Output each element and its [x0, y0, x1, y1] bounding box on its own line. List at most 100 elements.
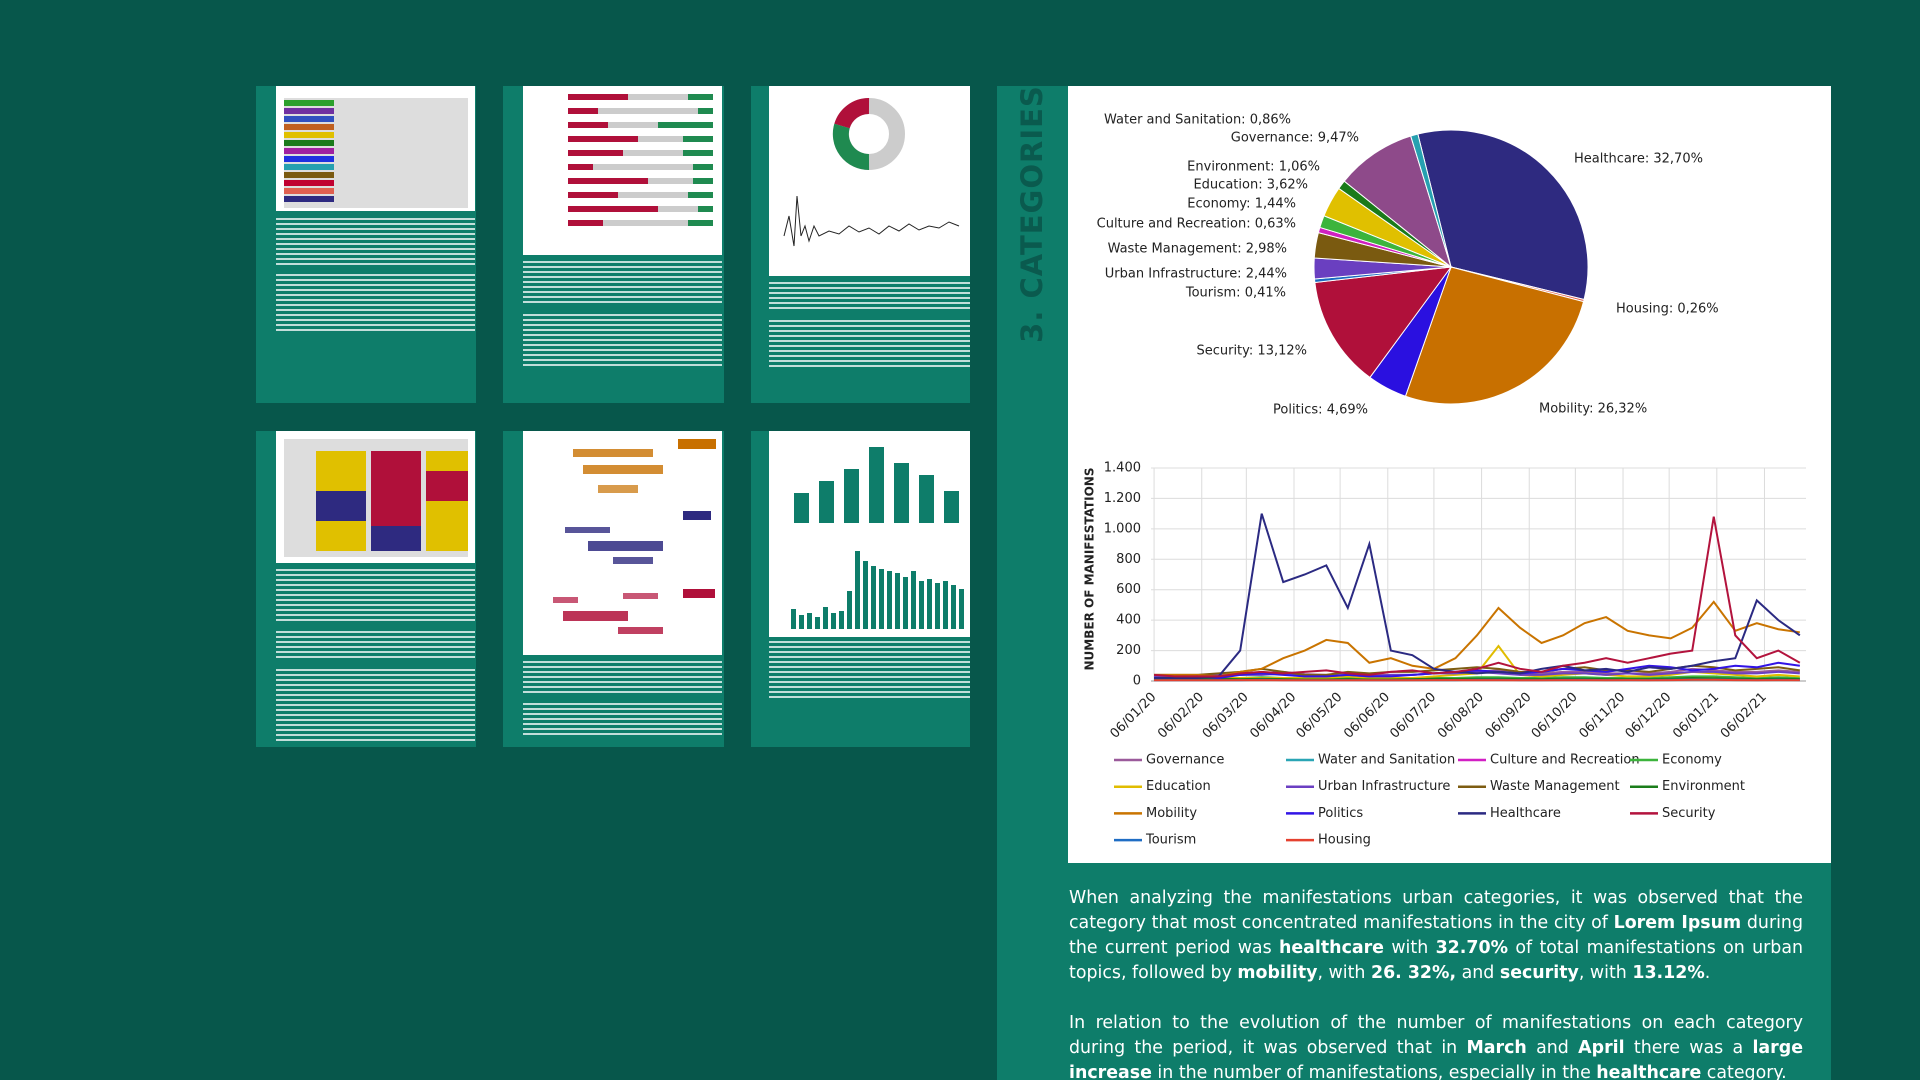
- slice-label: Economy: 1,44%: [1187, 197, 1296, 212]
- donut: [832, 97, 905, 171]
- series-line: [1154, 676, 1800, 681]
- text-run: When analyzing the manifestations urban …: [1069, 888, 1803, 933]
- thumbnail-text: [276, 274, 475, 331]
- slice-label: Healthcare: 32,70%: [1574, 152, 1703, 167]
- x-tick-label: 06/12/20: [1623, 690, 1675, 742]
- text-run: In relation to the evolution of the numb…: [1069, 1013, 1803, 1058]
- slice-label: Education: 3,62%: [1193, 178, 1308, 193]
- series-line: [1154, 516, 1801, 678]
- text-run: of total manifestations on urban topics,…: [1069, 938, 1803, 983]
- legend-label: Water and Sanitation: [1318, 753, 1455, 768]
- bold-text: healthcare: [1596, 1063, 1702, 1080]
- slice-label: Security: 13,12%: [1196, 344, 1307, 359]
- slice-label: Environment: 1,06%: [1187, 160, 1320, 175]
- thumbnail-text: [276, 631, 475, 661]
- legend-label: Urban Infrastructure: [1318, 779, 1450, 794]
- thumbnail-card[interactable]: [751, 431, 970, 747]
- thumbnail-text: [769, 320, 970, 368]
- pie-slice: [1314, 266, 1453, 379]
- trend-table: [284, 439, 468, 557]
- bold-text: March: [1466, 1038, 1527, 1058]
- bold-text: 32.70%: [1435, 938, 1509, 958]
- y-tick-label: 1.200: [1104, 491, 1141, 506]
- text-run: with: [1383, 938, 1436, 958]
- pie-slice: [1417, 129, 1589, 301]
- y-tick-label: 1.400: [1104, 461, 1141, 476]
- x-tick-label: 06/11/20: [1576, 690, 1628, 742]
- y-tick-label: 800: [1116, 552, 1141, 567]
- thumbnail-card[interactable]: [256, 431, 476, 747]
- text-run: during the current period was: [1069, 913, 1803, 958]
- thumbnail-card[interactable]: [751, 86, 970, 403]
- bold-text: security: [1499, 963, 1579, 983]
- legend-label: Environment: [1662, 779, 1745, 794]
- bold-text: 26. 32%,: [1370, 963, 1457, 983]
- text-run: and: [1526, 1038, 1579, 1058]
- legend-label: Healthcare: [1490, 806, 1561, 821]
- pie-slice: [1343, 135, 1452, 269]
- thumbnail-text: [276, 218, 475, 268]
- paragraph: When analyzing the manifestations urban …: [1069, 886, 1803, 986]
- slice-label: Water and Sanitation: 0,86%: [1104, 113, 1291, 128]
- thumbnail-text: [769, 282, 970, 312]
- thumbnail-card[interactable]: [256, 86, 476, 403]
- slice-label: Governance: 9,47%: [1231, 131, 1359, 146]
- y-tick-label: 400: [1116, 613, 1141, 628]
- text-run: in the number of manifestations, especia…: [1151, 1063, 1597, 1080]
- stacked-bars: [568, 94, 713, 226]
- slice-label: Politics: 4,69%: [1273, 403, 1368, 418]
- word-cloud: [553, 439, 716, 634]
- x-tick-label: 06/07/20: [1387, 690, 1439, 742]
- thumbnail-image: [276, 86, 475, 211]
- thumbnail-card[interactable]: [503, 431, 724, 747]
- series-line: [1154, 670, 1800, 678]
- body-text: When analyzing the manifestations urban …: [1069, 886, 1803, 1080]
- legend-label: Housing: [1318, 833, 1371, 848]
- thumbnail-image: [276, 431, 475, 563]
- x-tick-label: 06/02/20: [1155, 690, 1207, 742]
- slice-label: Tourism: 0,41%: [1185, 286, 1286, 301]
- sparkline: [783, 195, 960, 247]
- x-tick-label: 06/02/21: [1718, 690, 1770, 742]
- x-tick-label: 06/06/20: [1341, 690, 1393, 742]
- y-tick-label: 600: [1116, 582, 1141, 597]
- text-run: category.: [1701, 1063, 1787, 1080]
- legend-label: Education: [1146, 779, 1211, 794]
- bold-text: healthcare: [1279, 938, 1384, 958]
- thumbnail-bars: [791, 447, 964, 629]
- x-tick-label: 06/01/20: [1107, 690, 1159, 742]
- y-tick-label: 0: [1133, 674, 1141, 689]
- series-line: [1154, 661, 1800, 679]
- table-rows: [284, 98, 468, 208]
- paragraph: In relation to the evolution of the numb…: [1069, 1011, 1803, 1080]
- thumbnail-text: [769, 641, 970, 701]
- pie-slice: [1410, 133, 1452, 268]
- bold-text: 13.12%: [1632, 963, 1705, 983]
- thumbnail-text: [523, 261, 722, 306]
- legend-label: Security: [1662, 806, 1716, 821]
- thumbnail-card[interactable]: [503, 86, 724, 403]
- thumbnail-text: [523, 314, 722, 369]
- x-tick-label: 06/01/21: [1670, 690, 1722, 742]
- x-tick-label: 06/03/20: [1200, 690, 1252, 742]
- bold-text: Lorem Ipsum: [1613, 913, 1742, 933]
- y-axis-title: NUMBER OF MANIFESTATIONS: [1083, 468, 1097, 671]
- x-tick-label: 06/09/20: [1483, 690, 1535, 742]
- text-run: there was a: [1624, 1038, 1753, 1058]
- legend-label: Tourism: [1145, 833, 1196, 848]
- slice-label: Housing: 0,26%: [1616, 302, 1719, 317]
- bold-text: large increase: [1069, 1038, 1803, 1080]
- slice-label: Urban Infrastructure: 2,44%: [1105, 267, 1287, 282]
- y-tick-label: 200: [1116, 643, 1141, 658]
- y-tick-label: 1.000: [1104, 521, 1141, 536]
- series-line: [1154, 600, 1800, 678]
- thumbnail-text: [523, 703, 722, 738]
- thumbnail-text: [523, 661, 722, 696]
- thumbnail-text: [276, 569, 475, 624]
- legend-label: Governance: [1146, 753, 1224, 768]
- thumbnail-image: [769, 86, 970, 276]
- legend-label: Economy: [1662, 753, 1722, 768]
- bold-text: April: [1578, 1038, 1625, 1058]
